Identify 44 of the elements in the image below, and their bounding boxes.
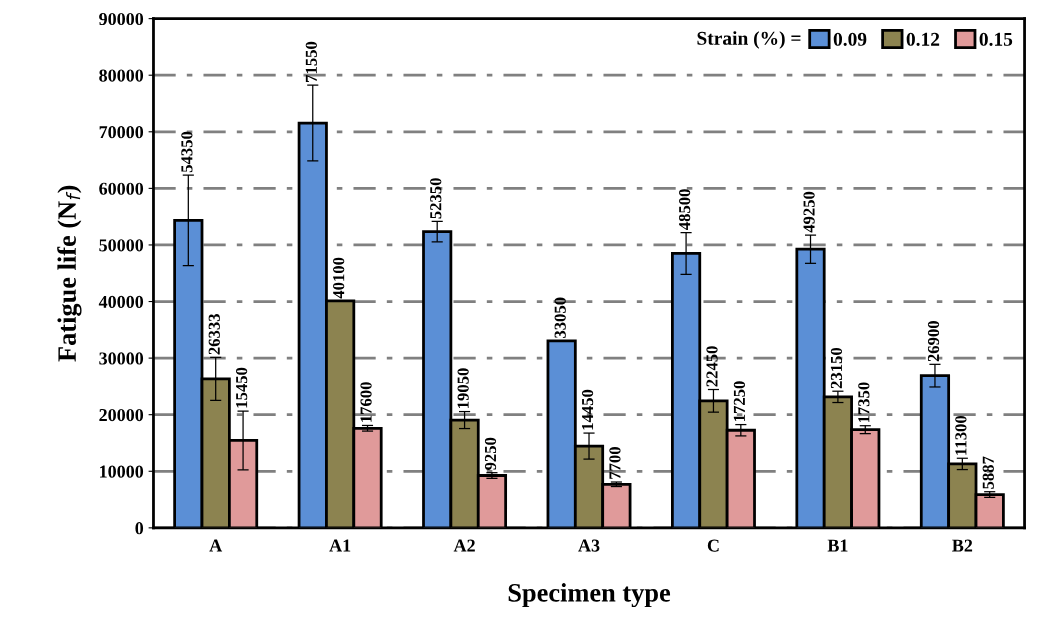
- y-tick-label: 10000: [100, 465, 144, 478]
- data-label: 49250: [803, 191, 815, 233]
- data-label: 40100: [333, 257, 345, 299]
- y-tick-label: 80000: [99, 69, 144, 82]
- y-tick-label: 0: [135, 522, 144, 535]
- legend-label: 0.12: [906, 32, 940, 46]
- data-label: 26333: [208, 314, 220, 355]
- legend-label: 0.15: [979, 32, 1013, 46]
- data-label: 52350: [430, 178, 442, 219]
- data-label: 9250: [484, 437, 497, 470]
- data-label: 22450: [706, 346, 718, 387]
- data-label: 26900: [927, 321, 940, 362]
- x-tick-label: A1: [329, 539, 351, 552]
- y-axis-title: Fatigue life (N$_{f}$): [57, 185, 82, 362]
- data-label: 15450: [236, 367, 248, 408]
- x-tick-label: B2: [952, 539, 973, 552]
- data-label: 54350: [181, 131, 193, 173]
- data-label: 48500: [679, 189, 691, 231]
- y-tick-label: 40000: [98, 295, 144, 308]
- data-label: 7700: [609, 447, 621, 479]
- y-tick-label: 70000: [99, 126, 144, 139]
- y-tick-label: 90000: [99, 12, 144, 26]
- x-tick-label: A3: [578, 539, 600, 552]
- x-tick-label: A: [209, 539, 223, 552]
- data-label: 17350: [858, 382, 870, 423]
- y-tick-label: 60000: [99, 182, 144, 195]
- data-label: 5887: [982, 456, 994, 489]
- data-label: 33050: [554, 297, 566, 338]
- data-label: 17250: [733, 381, 745, 421]
- legend-title: Strain (%) =: [697, 31, 801, 49]
- y-tick-label: 50000: [99, 239, 144, 252]
- x-tick-label: A2: [453, 539, 475, 552]
- data-label: 17600: [360, 382, 372, 422]
- data-label: 19050: [457, 368, 469, 408]
- legend-label: 0.09: [833, 32, 867, 46]
- data-label: 71550: [305, 41, 317, 82]
- data-label: 14450: [581, 389, 594, 430]
- data-label: 11300: [955, 415, 967, 455]
- x-axis-title: Specimen type: [508, 583, 671, 608]
- y-tick-label: 30000: [99, 352, 144, 365]
- data-label: 23150: [830, 347, 843, 389]
- x-tick-label: C: [707, 539, 719, 552]
- x-tick-label: B1: [827, 539, 848, 552]
- y-tick-label: 20000: [99, 408, 144, 422]
